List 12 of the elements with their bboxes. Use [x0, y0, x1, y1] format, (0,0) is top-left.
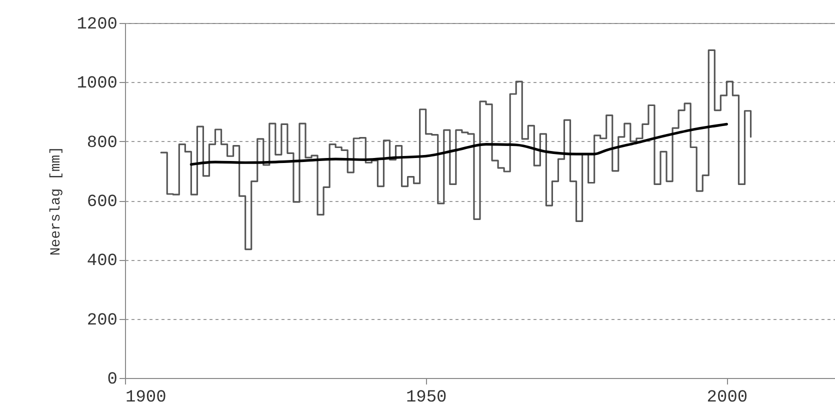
y-tick-label: 600: [86, 193, 118, 212]
y-tick-label: 0: [107, 370, 118, 390]
x-tick-label: 2000: [706, 388, 748, 408]
x-tick-label: 1900: [126, 388, 166, 408]
y-tick-label: 200: [86, 311, 118, 330]
y-tick-label: 1200: [76, 16, 118, 34]
y-axis-title: Neerslag [mm]: [48, 146, 65, 256]
line-series: [190, 122, 728, 166]
y-tick-label: 800: [86, 134, 118, 153]
x-tick-label: 1950: [406, 388, 447, 408]
y-tick-label: 400: [86, 252, 118, 272]
y-tick-label: 1000: [76, 74, 118, 94]
